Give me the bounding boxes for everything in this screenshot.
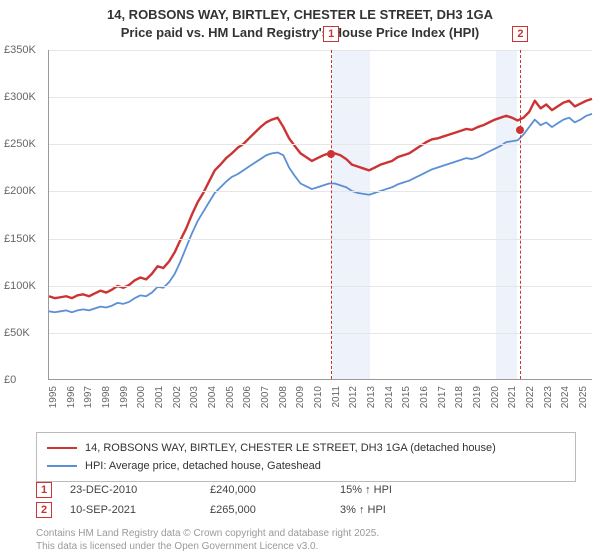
x-tick-label: 2016	[419, 386, 430, 408]
series-svg	[49, 50, 592, 379]
x-tick-label: 2014	[384, 386, 395, 408]
sale-index-box: 1	[36, 482, 52, 498]
footer: Contains HM Land Registry data © Crown c…	[36, 528, 576, 553]
legend: 14, ROBSONS WAY, BIRTLEY, CHESTER LE STR…	[36, 432, 576, 482]
x-tick-label: 2018	[454, 386, 465, 408]
sale-vline	[520, 50, 521, 379]
title-line-1: 14, ROBSONS WAY, BIRTLEY, CHESTER LE STR…	[0, 6, 600, 24]
x-tick-label: 2021	[507, 386, 518, 408]
x-tick-label: 2009	[295, 386, 306, 408]
legend-swatch	[47, 465, 77, 467]
series-price_paid	[49, 99, 592, 298]
footer-line-1: Contains HM Land Registry data © Crown c…	[36, 528, 576, 541]
x-tick-label: 2001	[154, 386, 165, 408]
x-tick-label: 2006	[242, 386, 253, 408]
x-tick-label: 2022	[525, 386, 536, 408]
x-tick-label: 2004	[207, 386, 218, 408]
sale-price: £265,000	[210, 504, 340, 516]
sale-marker-label: 1	[323, 26, 339, 42]
x-tick-label: 2005	[225, 386, 236, 408]
sale-marker-label: 2	[512, 26, 528, 42]
legend-swatch	[47, 447, 77, 449]
gridline	[49, 144, 592, 145]
x-tick-label: 2003	[189, 386, 200, 408]
x-tick-label: 2019	[472, 386, 483, 408]
x-tick-label: 2015	[401, 386, 412, 408]
x-tick-label: 2002	[172, 386, 183, 408]
sale-change: 3% ↑ HPI	[340, 504, 470, 516]
gridline	[49, 97, 592, 98]
y-tick-label: £100K	[4, 280, 36, 292]
y-tick-label: £50K	[4, 327, 30, 339]
sale-dot	[516, 126, 524, 134]
x-tick-label: 2013	[366, 386, 377, 408]
plot-area: 12	[48, 50, 592, 380]
legend-row: HPI: Average price, detached house, Gate…	[47, 457, 565, 475]
x-axis-ticks: 1995 1996 1997 1998 1999 2000 2001 2002 2003 2004…	[48, 382, 592, 422]
legend-label: HPI: Average price, detached house, Gate…	[85, 460, 321, 472]
x-tick-label: 2017	[437, 386, 448, 408]
sale-date: 23-DEC-2010	[70, 484, 210, 496]
y-tick-label: £300K	[4, 91, 36, 103]
gridline	[49, 333, 592, 334]
gridline	[49, 239, 592, 240]
title-line-2: Price paid vs. HM Land Registry's House …	[0, 24, 600, 42]
legend-row: 14, ROBSONS WAY, BIRTLEY, CHESTER LE STR…	[47, 439, 565, 457]
sale-index-box: 2	[36, 502, 52, 518]
sales-table: 1 23-DEC-2010£240,00015% ↑ HPI 2 10-SEP-202…	[36, 480, 576, 520]
x-tick-label: 2024	[560, 386, 571, 408]
sale-vline	[331, 50, 332, 379]
chart-title: 14, ROBSONS WAY, BIRTLEY, CHESTER LE STR…	[0, 0, 600, 41]
x-tick-label: 1998	[101, 386, 112, 408]
gridline	[49, 50, 592, 51]
legend-label: 14, ROBSONS WAY, BIRTLEY, CHESTER LE STR…	[85, 442, 496, 454]
chart-area: 12 1995 1996 1997 1998 1999 2000 2001 2002 2003 2…	[0, 42, 600, 422]
gridline	[49, 191, 592, 192]
x-tick-label: 1996	[66, 386, 77, 408]
x-tick-label: 2008	[278, 386, 289, 408]
sale-row: 1 23-DEC-2010£240,00015% ↑ HPI	[36, 480, 576, 500]
x-tick-label: 2020	[490, 386, 501, 408]
x-tick-label: 2023	[543, 386, 554, 408]
sale-change: 15% ↑ HPI	[340, 484, 470, 496]
x-tick-label: 2007	[260, 386, 271, 408]
sale-date: 10-SEP-2021	[70, 504, 210, 516]
sale-dot	[327, 150, 335, 158]
y-tick-label: £250K	[4, 138, 36, 150]
gridline	[49, 286, 592, 287]
y-tick-label: £150K	[4, 233, 36, 245]
x-tick-label: 2010	[313, 386, 324, 408]
x-tick-label: 1997	[83, 386, 94, 408]
x-tick-label: 1995	[48, 386, 59, 408]
sale-price: £240,000	[210, 484, 340, 496]
x-tick-label: 1999	[119, 386, 130, 408]
footer-line-2: This data is licensed under the Open Gov…	[36, 541, 576, 554]
x-tick-label: 2011	[331, 386, 342, 408]
y-tick-label: £350K	[4, 44, 36, 56]
sale-row: 2 10-SEP-2021£265,0003% ↑ HPI	[36, 500, 576, 520]
y-tick-label: £200K	[4, 185, 36, 197]
x-tick-label: 2025	[578, 386, 589, 408]
x-tick-label: 2012	[348, 386, 359, 408]
y-tick-label: £0	[4, 374, 16, 386]
x-tick-label: 2000	[136, 386, 147, 408]
